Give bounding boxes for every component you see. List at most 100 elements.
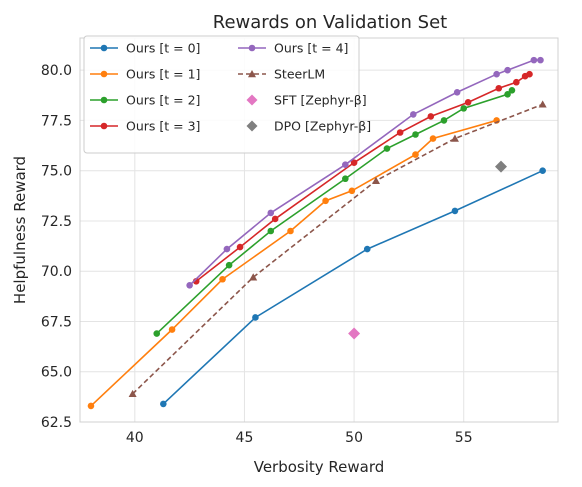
data-point	[249, 273, 258, 281]
legend-label: Ours [t = 3]	[126, 119, 200, 134]
y-tick-label: 67.5	[41, 314, 72, 330]
legend-entry: DPO [Zephyr-β]	[246, 119, 371, 134]
y-tick-label: 72.5	[41, 214, 72, 230]
data-point	[460, 105, 468, 112]
data-point	[160, 400, 167, 408]
data-point	[271, 215, 279, 223]
data-point	[372, 176, 381, 184]
data-point	[530, 56, 538, 64]
data-point	[342, 175, 349, 183]
data-point	[539, 167, 546, 174]
series-line	[156, 89, 513, 335]
data-point	[538, 100, 547, 108]
data-point	[427, 113, 435, 120]
data-point	[252, 314, 259, 321]
series-7	[494, 160, 507, 173]
legend-entry: Ours [t = 4]	[238, 41, 348, 56]
data-point	[236, 243, 244, 251]
data-point	[504, 66, 511, 74]
legend-label: SFT [Zephyr-β]	[274, 93, 367, 108]
data-point	[537, 56, 544, 64]
legend-label: Ours [t = 4]	[274, 41, 348, 56]
legend-marker	[248, 44, 256, 52]
series-5	[128, 100, 547, 398]
data-point	[267, 227, 275, 235]
data-point	[219, 275, 226, 283]
data-point	[348, 187, 356, 195]
series-4	[186, 56, 544, 289]
data-point	[495, 84, 503, 92]
legend-entry: SteerLM	[238, 67, 325, 82]
legend-entry: Ours [t = 2]	[90, 93, 200, 108]
data-point	[168, 326, 176, 333]
data-point	[453, 88, 461, 96]
tick-labels: 40 45 50 55 62.5 65.0 67.5 70.0 72.5 75.0 77.5 80.0	[41, 63, 473, 446]
data-point	[87, 402, 95, 410]
legend-marker	[246, 120, 258, 132]
data-point	[412, 151, 419, 158]
data-point	[440, 117, 448, 124]
data-point	[513, 78, 520, 86]
data-point	[504, 90, 511, 98]
legend-marker	[246, 94, 258, 106]
data-point	[363, 245, 371, 253]
series-line	[162, 169, 543, 405]
y-tick-label: 77.5	[41, 113, 72, 129]
chart-title: Rewards on Validation Set	[213, 12, 447, 33]
x-tick-label: 50	[345, 430, 363, 446]
y-tick-label: 62.5	[41, 415, 72, 431]
legend-marker	[100, 96, 108, 104]
data-point	[225, 261, 233, 269]
data-point	[186, 281, 193, 289]
data-point	[223, 245, 231, 253]
data-point	[348, 327, 361, 340]
legend-entry: Ours [t = 3]	[90, 119, 200, 134]
data-point	[429, 135, 437, 142]
data-point	[153, 330, 161, 337]
data-point	[396, 129, 404, 136]
data-point	[128, 389, 137, 398]
legend-entry: Ours [t = 0]	[90, 41, 200, 56]
series	[87, 56, 547, 410]
data-point	[464, 99, 472, 106]
series-line	[90, 119, 497, 407]
legend-box	[83, 35, 360, 154]
data-point	[494, 160, 507, 173]
legend-marker	[100, 44, 108, 52]
y-tick-label: 75.0	[41, 164, 72, 180]
legend-entry: SFT [Zephyr-β]	[246, 93, 367, 108]
series-line	[189, 59, 541, 286]
data-point	[451, 207, 459, 215]
legend-marker	[100, 122, 108, 130]
series-6	[348, 327, 361, 340]
data-point	[526, 70, 533, 78]
series-3	[192, 70, 533, 285]
legend: Ours [t = 0] Ours [t = 1] Ours [t = 2] Ours…	[83, 35, 371, 154]
data-point	[493, 70, 500, 78]
data-point	[267, 209, 275, 217]
legend-marker	[248, 70, 256, 78]
y-tick-label: 70.0	[41, 264, 72, 280]
legend-label: Ours [t = 1]	[126, 67, 200, 82]
data-point	[350, 159, 358, 166]
data-point	[450, 134, 459, 142]
y-tick-label: 80.0	[41, 63, 72, 79]
series-0	[160, 167, 546, 408]
data-point	[383, 145, 391, 152]
data-point	[409, 111, 417, 118]
y-tick-label: 65.0	[41, 365, 72, 381]
legend-marker	[100, 70, 108, 78]
legend-label: SteerLM	[274, 67, 325, 82]
x-axis-label: Verbosity Reward	[254, 458, 385, 476]
data-point	[287, 227, 294, 235]
series-1	[87, 117, 500, 410]
x-tick-label: 45	[236, 430, 254, 446]
data-point	[412, 131, 419, 138]
legend-entry: Ours [t = 1]	[90, 67, 200, 82]
legend-label: Ours [t = 0]	[126, 41, 200, 56]
x-tick-label: 55	[455, 430, 473, 446]
data-point	[322, 197, 329, 205]
legend-label: Ours [t = 2]	[126, 93, 200, 108]
data-point	[342, 161, 349, 168]
